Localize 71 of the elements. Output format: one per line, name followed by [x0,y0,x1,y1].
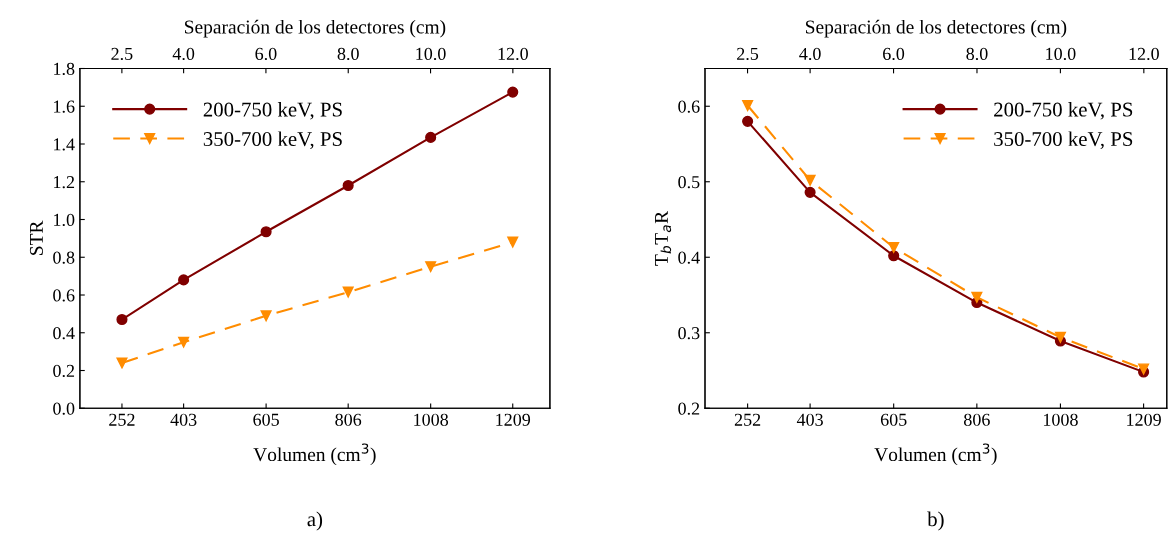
point [507,86,519,98]
text: b) [927,511,944,531]
x-tick-label: 403 [796,413,823,426]
x-tick-label: 1209 [1127,413,1161,426]
point [342,179,354,192]
x2-tick-label: 4.0 [799,47,821,61]
x2-tick-label: 6.0 [255,47,277,61]
text: a) [307,511,323,531]
x-tick-label: 1008 [1043,413,1078,426]
x-tick-label: 806 [335,413,362,426]
y-tick-label: 1.4 [54,138,75,151]
point [1054,331,1066,343]
x-axis-title: Volumen (cm$^{3}$) [253,443,376,466]
y-tick-label: 0.6 [53,289,75,302]
y-tick-label: 0.4 [678,251,700,264]
x-tick-label: 252 [109,413,135,426]
x2-tick-label: 4.0 [172,47,195,61]
y-tick-label: 0.5 [678,176,700,189]
x2-axis-title: Separación de los detectores (cm) [805,19,1067,38]
x2-tick-label: 12.0 [1129,47,1159,61]
legend-label: 200-750 keV, PS [203,101,342,120]
x-tick-label: 605 [880,413,907,426]
point [260,310,272,322]
y-tick-label: 1.2 [54,176,75,189]
point [116,313,128,326]
legend-label: 350-700 keV, PS [994,131,1133,150]
y-tick-label: 0.4 [53,327,75,340]
y-tick-label: 0.2 [53,364,75,378]
x-tick-label: 1209 [496,413,531,426]
x-tick-label: 806 [964,413,990,426]
point [804,174,816,186]
point [742,115,754,127]
x-tick-label: 605 [253,413,279,426]
y-tick-label: 0.6 [678,100,700,113]
y-tick-label: 1.0 [54,213,75,227]
y-tick-label: 0.8 [53,251,75,264]
point [888,250,900,262]
y-tick-label: 1.8 [54,62,75,76]
x-tick-label: 252 [734,413,761,426]
y-axis-title: STR [29,220,43,255]
x2-tick-label: 6.0 [883,47,905,61]
point [116,357,128,369]
x2-tick-label: 10.0 [416,47,446,61]
point [804,186,816,198]
x2-tick-label: 10.0 [1046,47,1076,61]
x2-tick-label: 2.5 [737,47,759,61]
point [425,131,437,143]
y-tick-label: 0.0 [53,402,75,415]
point [342,286,354,298]
x-tick-label: 1008 [414,413,449,426]
x2-axis-title: Separación de los detectores (cm) [185,19,446,38]
point [888,241,900,253]
legend-label: 350-700 keV, PS [203,131,342,150]
point [742,99,754,112]
x-axis-title: Volumen (cm$^{3}$) [874,443,997,466]
point [425,261,437,273]
point [507,236,519,248]
x2-tick-label: 8.0 [966,47,988,61]
point [260,226,272,238]
point [971,291,983,303]
y-axis-title: T$_{b}$T$_{a}$R [655,210,672,266]
y-tick-label: 0.2 [678,402,700,415]
x-tick-label: 403 [170,413,197,426]
point [178,336,190,348]
y-tick-label: 1.6 [54,100,75,113]
x2-tick-label: 8.0 [337,47,359,61]
point [178,274,190,286]
y-tick-label: 0.3 [678,327,700,340]
x2-tick-label: 12.0 [498,47,528,61]
legend-label: 200-750 keV, PS [994,101,1133,120]
x2-tick-label: 2.5 [111,47,133,61]
